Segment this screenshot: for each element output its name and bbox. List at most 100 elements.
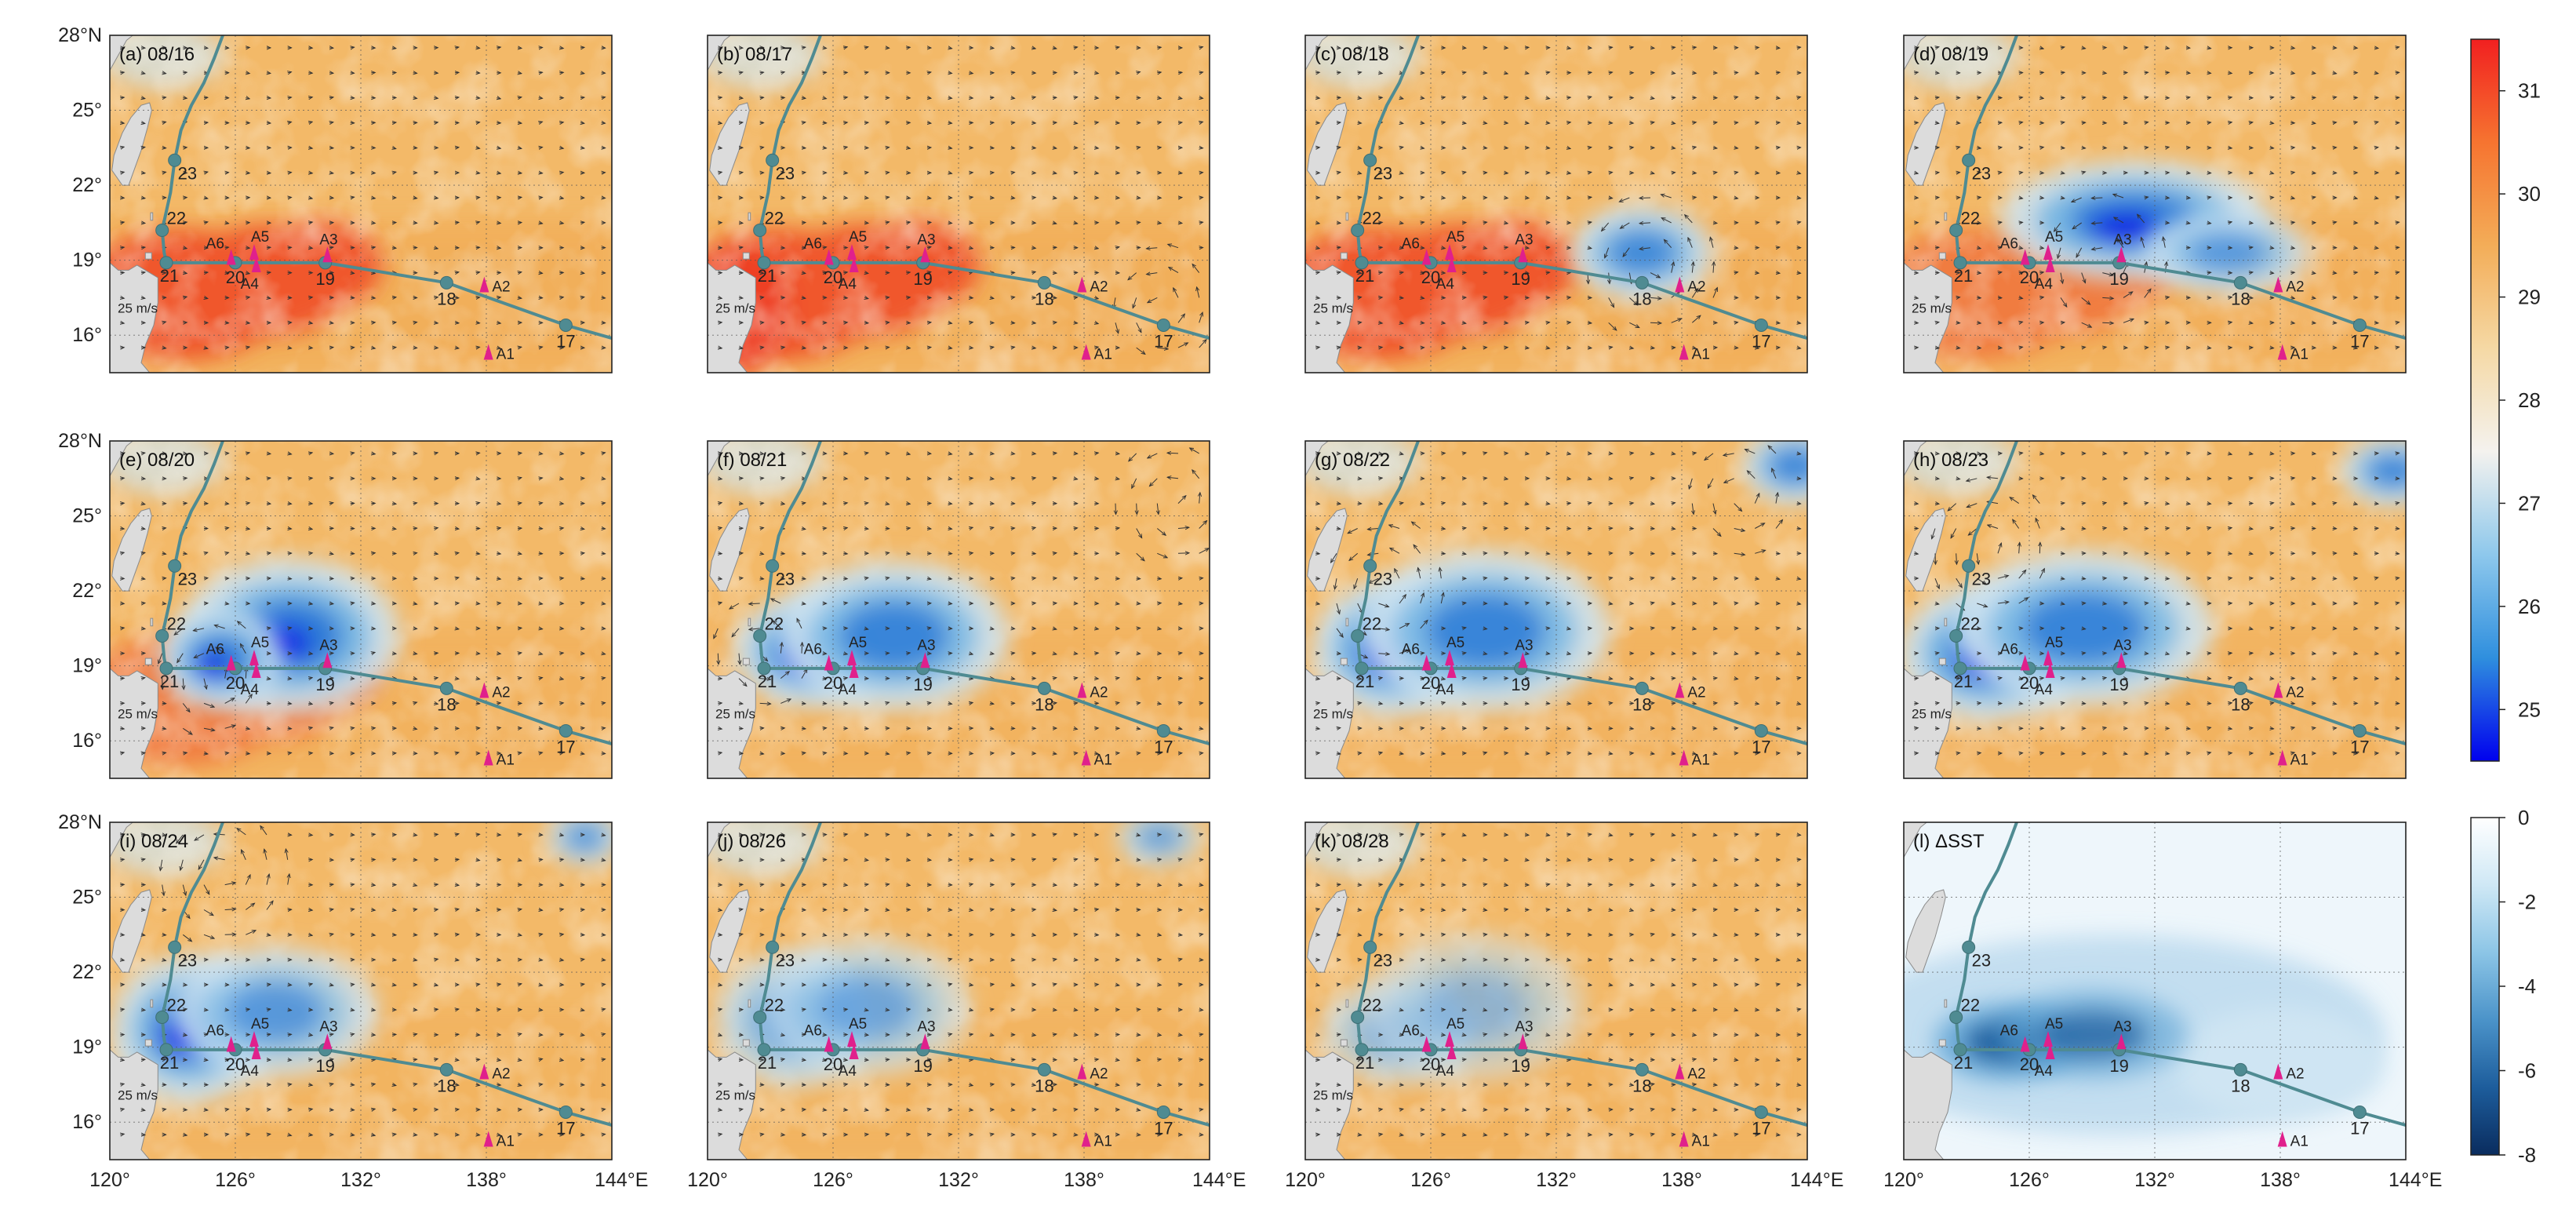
track-day-label: 17	[556, 331, 575, 351]
luzon-land	[1904, 262, 1952, 373]
station-marker	[483, 749, 493, 766]
station-label: A5	[1446, 1016, 1464, 1033]
cold-wake	[158, 607, 284, 710]
track-day-label: 19	[913, 269, 932, 289]
gridlines	[110, 441, 612, 778]
lat-tick-label: 16°	[72, 730, 102, 752]
sst-texture	[110, 35, 612, 373]
track-day-marker	[159, 661, 173, 676]
track-day-label: 22	[167, 208, 186, 228]
wind-vectors	[1914, 453, 2399, 754]
batanes-island	[1944, 999, 1948, 1008]
station-label: A6	[206, 235, 224, 252]
panel-frame	[1903, 35, 2407, 373]
babuyan-island	[1938, 252, 1946, 260]
batanes-island	[150, 617, 154, 627]
track-day-label: 20	[226, 1055, 245, 1074]
track-day-label: 20	[2020, 268, 2039, 287]
station-marker	[1679, 344, 1689, 360]
track-day-marker	[1949, 223, 1963, 237]
panel-frame	[707, 440, 1210, 779]
station-label: A3	[2113, 231, 2131, 248]
station-label: A3	[2113, 1018, 2131, 1035]
panel-label: (h) 08/23	[1913, 450, 1988, 471]
station-label: A2	[2286, 279, 2304, 296]
wind-scale-label: 25 m/s	[118, 1088, 158, 1103]
lat-tick-label: 22°	[72, 580, 102, 602]
babuyan-island	[1340, 658, 1348, 665]
lon-tick-label: 120°	[89, 1169, 130, 1191]
track-day-label: 22	[167, 995, 186, 1015]
station-marker	[322, 1033, 333, 1050]
lat-tick-label: 19°	[72, 655, 102, 677]
track-day-label: 18	[2231, 1076, 2250, 1095]
track-day-marker	[766, 153, 780, 167]
station-label: A4	[1436, 276, 1455, 293]
station-marker	[1421, 249, 1432, 265]
track-day-label: 19	[913, 1056, 932, 1076]
track-day-marker	[558, 318, 573, 332]
lat-tick-label: 22°	[72, 174, 102, 196]
lon-tick-label: 138°	[2260, 1169, 2301, 1191]
track-day-marker	[2233, 1062, 2247, 1076]
gridlines	[708, 441, 1210, 778]
station-label: A4	[2035, 276, 2054, 293]
station-marker	[479, 1063, 489, 1080]
lat-tick-label: 22°	[72, 961, 102, 983]
station-marker	[1445, 650, 1454, 666]
babuyan-island	[742, 658, 750, 665]
track-day-label: 19	[1511, 675, 1530, 694]
track-day-marker	[1037, 681, 1051, 695]
track-day-marker	[439, 275, 453, 290]
luzon-land	[708, 668, 756, 778]
lat-tick-label: 19°	[72, 1036, 102, 1058]
station-marker	[2043, 244, 2053, 260]
track-day-marker	[1037, 1062, 1051, 1076]
gridlines	[708, 822, 1210, 1160]
china-coast-land	[1305, 35, 1330, 71]
station-label: A5	[2045, 1016, 2063, 1033]
track-day-label: 21	[160, 672, 179, 691]
station-marker	[249, 1031, 259, 1047]
cold-wake	[2340, 441, 2406, 508]
batanes-island	[1345, 212, 1349, 221]
track-day-label: 19	[2109, 269, 2128, 289]
panel-label: (a) 08/16	[119, 44, 195, 65]
station-marker	[483, 1131, 493, 1147]
lon-tick-label: 120°	[687, 1169, 728, 1191]
station-label: A2	[1687, 279, 1705, 296]
lon-tick-label: 144°E	[595, 1169, 648, 1191]
lat-tick-label: 16°	[72, 324, 102, 346]
station-label: A5	[1446, 229, 1464, 246]
track-day-marker	[1953, 256, 1967, 270]
map-panel-h: 17 18 19 20 21 22 23 A1 A2 A3 A4 A5 A6 25 m/s (h) 08/2…	[1903, 440, 2407, 779]
lon-tick-label: 132°	[938, 1169, 979, 1191]
track-day-label: 19	[315, 269, 334, 289]
station-marker	[1446, 662, 1457, 679]
track-day-label: 22	[1363, 208, 1381, 228]
station-label: A2	[492, 685, 510, 701]
wind-scale-label: 25 m/s	[1313, 707, 1353, 722]
station-label: A4	[2035, 1063, 2054, 1080]
panel-label: (b) 08/17	[717, 44, 792, 65]
track-day-label: 21	[160, 266, 179, 286]
lat-tick-label: 25°	[72, 505, 102, 527]
track-day-label: 21	[758, 1053, 777, 1073]
station-label: A5	[251, 1016, 269, 1033]
station-marker	[920, 246, 930, 263]
cold-wake	[1363, 932, 1586, 1083]
track-day-label: 20	[226, 673, 245, 693]
station-marker	[2020, 249, 2030, 265]
track-day-marker	[1635, 1062, 1649, 1076]
track-day-label: 17	[2350, 1118, 2369, 1138]
cold-wake	[778, 560, 1010, 711]
colorbar-tick-label: 25	[2518, 698, 2541, 721]
babuyan-island	[1938, 1039, 1946, 1047]
wind-vectors	[120, 826, 605, 1136]
station-label: A3	[917, 637, 935, 654]
station-label: A4	[1436, 682, 1455, 698]
wind-vectors	[1315, 47, 1800, 348]
track-day-marker	[1754, 318, 1768, 332]
china-coast-land	[110, 35, 134, 71]
station-marker	[483, 344, 493, 360]
